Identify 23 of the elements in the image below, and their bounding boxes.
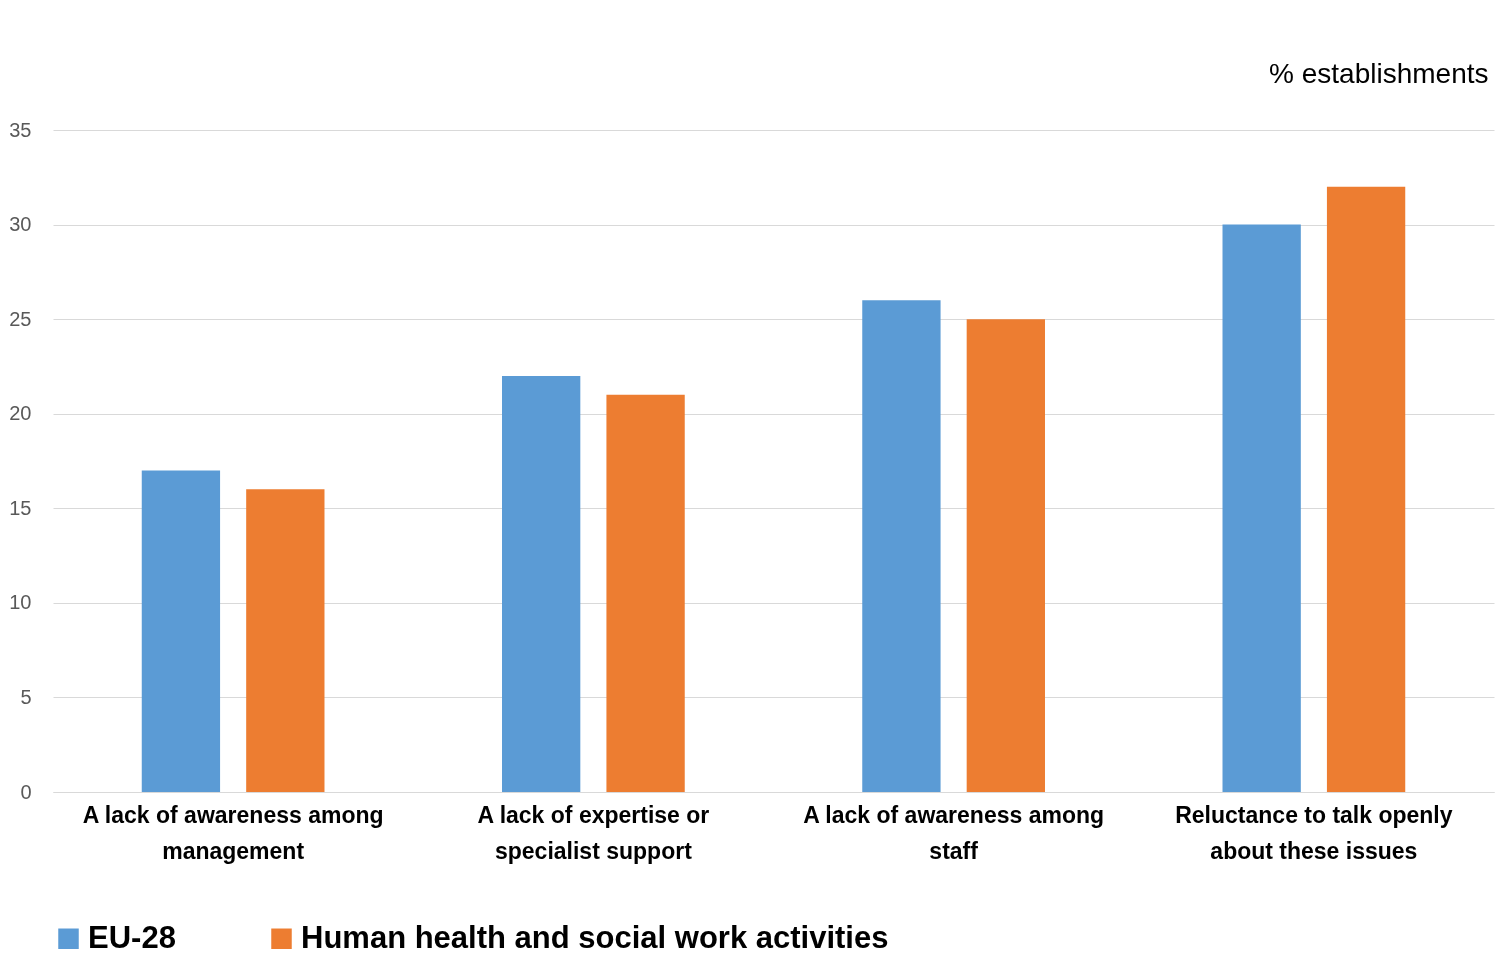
- legend-label: Human health and social work activities: [301, 919, 889, 955]
- x-tick-label: Reluctance to talk openly about these issues: [1175, 801, 1453, 864]
- bar: [862, 300, 941, 792]
- bar: [502, 375, 581, 792]
- y-tick-label: 5: [20, 685, 32, 708]
- bar: [966, 319, 1045, 792]
- y-tick-label: 15: [9, 496, 32, 519]
- bar: [1222, 224, 1301, 792]
- x-tick-label: A lack of expertise or specialist support: [477, 801, 710, 864]
- y-tick-label: 35: [9, 118, 32, 141]
- bar: [141, 470, 221, 792]
- y-tick-label: 25: [9, 307, 32, 330]
- y-tick-label: 20: [9, 402, 32, 425]
- x-tick-label: A lack of awareness among management: [82, 801, 384, 864]
- bar: [606, 394, 685, 792]
- bar: [246, 489, 325, 792]
- y-tick-label: 10: [9, 591, 32, 614]
- y-tick-label: 0: [20, 780, 32, 803]
- y-axis-title: % establishments: [1269, 57, 1489, 89]
- y-tick-label: 30: [9, 213, 32, 236]
- bar: [1326, 186, 1406, 792]
- legend-label: EU-28: [88, 919, 176, 955]
- x-tick-label: A lack of awareness among staff: [803, 801, 1105, 864]
